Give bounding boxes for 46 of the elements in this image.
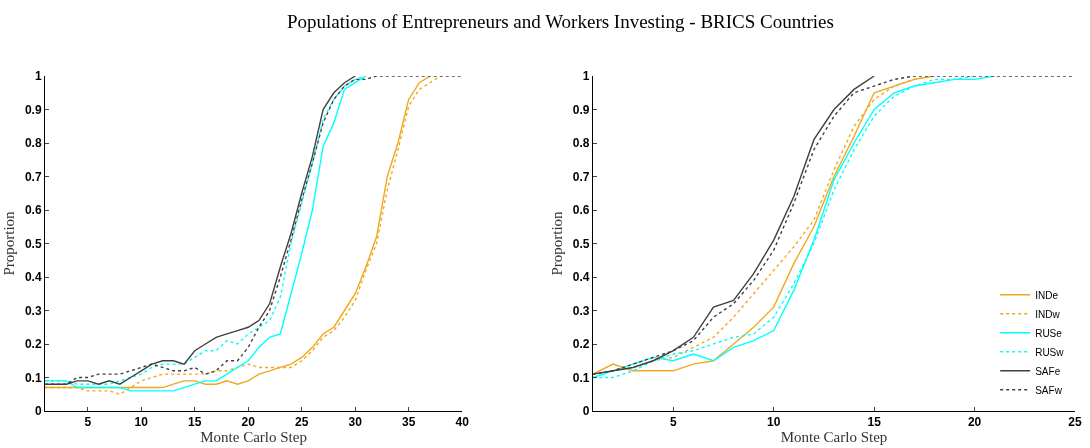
y-tick-label: 0.6 (24, 203, 42, 218)
y-tick-label: 0.6 (572, 203, 590, 218)
x-tick-label: 20 (967, 415, 982, 430)
x-tick-label: 25 (295, 415, 309, 430)
y-tick-label: 0.1 (572, 370, 590, 385)
x-tick-label: 10 (134, 415, 149, 430)
y-tick-label: 0.1 (24, 370, 42, 385)
y-tick-label: 0 (34, 404, 42, 419)
y-tick-label: 0.9 (572, 102, 590, 117)
y-tick-label: 0.3 (572, 303, 590, 318)
y-tick-label: 0.7 (572, 169, 590, 184)
y-tick-label: 0.9 (24, 102, 42, 117)
legend-label: SAFe (1035, 365, 1061, 377)
x-tick-label: 15 (188, 415, 202, 430)
y-tick-label: 0 (582, 404, 590, 419)
y-tick-label: 0.2 (572, 337, 590, 352)
x-tick-label: 5 (84, 415, 92, 430)
y-tick-label: 0.5 (24, 236, 42, 251)
x-axis-title: Monte Carlo Step (780, 429, 888, 446)
y-axis-title: Proportion (1, 210, 18, 276)
x-tick-label: 35 (401, 415, 416, 430)
x-tick-label: 30 (348, 415, 363, 430)
y-tick-label: 0.8 (24, 136, 42, 151)
x-tick-label: 5 (669, 415, 677, 430)
x-axis-title: Monte Carlo Step (200, 429, 307, 446)
y-tick-label: 0.4 (572, 270, 590, 285)
legend-label: INDw (1035, 308, 1061, 320)
legend-label: SAFw (1035, 384, 1063, 396)
y-tick-label: 0.4 (24, 270, 42, 285)
legend-label: RUSw (1035, 346, 1065, 358)
x-tick-label: 40 (455, 415, 470, 430)
y-tick-label: 0.3 (24, 303, 42, 318)
y-tick-label: 1 (582, 69, 590, 84)
legend-label: INDe (1035, 289, 1059, 301)
y-axis-title: Proportion (549, 210, 566, 276)
y-tick-label: 0.7 (24, 169, 42, 184)
x-tick-label: 20 (241, 415, 256, 430)
x-tick-label: 15 (867, 415, 882, 430)
y-tick-label: 0.2 (24, 337, 42, 352)
y-tick-label: 0.5 (572, 236, 590, 251)
legend-label: RUSe (1035, 327, 1063, 339)
text: Populations of Entrepreneurs and Workers Investing - BRICS Countries (287, 11, 834, 32)
y-tick-label: 1 (34, 69, 42, 84)
x-tick-label: 10 (767, 415, 781, 430)
x-tick-label: 25 (1068, 415, 1082, 430)
y-tick-label: 0.8 (572, 136, 590, 151)
